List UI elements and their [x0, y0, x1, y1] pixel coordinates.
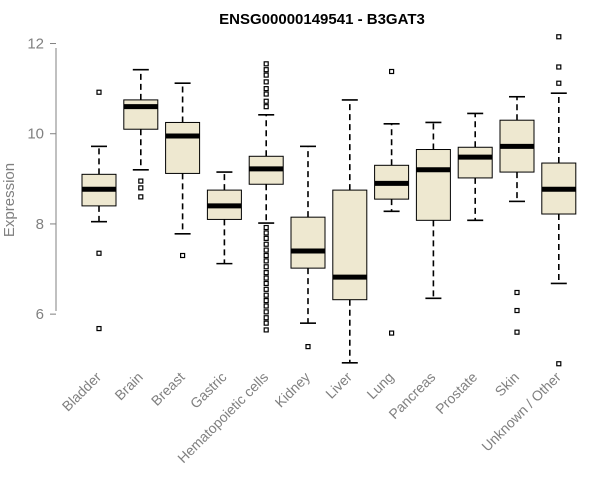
x-tick-label-6: Liver — [322, 369, 355, 402]
x-tick-label-9: Prostate — [432, 369, 480, 417]
box-group-5 — [290, 145, 326, 350]
box-group-3 — [206, 171, 242, 265]
outlier-point — [263, 72, 269, 78]
outlier-point — [389, 330, 395, 336]
outlier-point — [138, 194, 144, 200]
outlier-point — [138, 178, 144, 184]
outlier-point — [263, 252, 269, 259]
outlier-point — [138, 185, 144, 191]
outlier-point — [305, 344, 311, 350]
chart-title: ENSG00000149541 - B3GAT3 — [219, 11, 425, 28]
outlier-point — [514, 307, 520, 314]
outlier-point — [556, 64, 562, 70]
outlier-point — [96, 89, 102, 95]
outlier-point — [263, 298, 269, 304]
outlier-point — [263, 86, 269, 92]
box — [332, 189, 368, 301]
box-group-9 — [457, 112, 493, 222]
outlier-point — [556, 361, 562, 367]
outlier-point — [263, 270, 269, 276]
box-group-2 — [165, 82, 201, 259]
outlier-point — [263, 292, 269, 298]
outlier-point — [514, 289, 520, 296]
outlier-point — [263, 79, 269, 85]
outlier-point — [263, 258, 269, 264]
box — [415, 149, 451, 221]
box-group-1 — [123, 68, 159, 200]
box-group-7 — [374, 68, 410, 336]
box-group-0 — [81, 89, 117, 332]
outlier-point — [263, 264, 269, 270]
x-tick-label-1: Brain — [111, 369, 145, 403]
y-tick-label-0: 6 — [36, 306, 44, 323]
box — [290, 216, 326, 269]
outlier-point — [96, 325, 102, 332]
box-group-6 — [332, 99, 368, 364]
outlier-point — [263, 98, 269, 104]
x-tick-label-5: Kidney — [272, 369, 314, 411]
outlier-point — [263, 91, 269, 97]
outlier-point — [263, 327, 269, 333]
outlier-point — [263, 247, 269, 253]
outlier-point — [556, 34, 562, 40]
y-tick-label-1: 8 — [36, 216, 44, 233]
outlier-point — [263, 320, 269, 326]
box-series — [81, 34, 577, 367]
box-group-11 — [541, 34, 577, 367]
outlier-point — [263, 315, 269, 321]
outlier-point — [556, 80, 562, 86]
box — [457, 146, 493, 179]
outlier-point — [263, 235, 269, 241]
outlier-point — [263, 230, 269, 236]
outlier-point — [514, 329, 520, 335]
outlier-point — [263, 309, 269, 315]
y-tick-label-3: 12 — [27, 36, 44, 53]
y-tick-label-2: 10 — [27, 126, 44, 143]
outlier-point — [263, 61, 269, 67]
outlier-point — [180, 252, 186, 259]
y-axis-label: Expression — [1, 163, 18, 237]
outlier-point — [263, 303, 269, 309]
box-group-4 — [248, 61, 284, 333]
box-group-8 — [415, 121, 451, 300]
outlier-point — [263, 67, 269, 73]
x-tick-label-2: Breast — [148, 369, 188, 409]
y-axis-ticks: 6 8 10 12 — [27, 36, 56, 323]
box-group-10 — [499, 95, 535, 335]
outlier-point — [96, 250, 102, 256]
x-tick-label-7: Lung — [363, 369, 396, 402]
outlier-point — [263, 275, 269, 281]
outlier-point — [263, 241, 269, 247]
outlier-point — [263, 280, 269, 287]
x-tick-label-10: Skin — [492, 369, 523, 400]
outlier-point — [263, 224, 269, 231]
x-tick-label-11: Unknown / Other — [478, 369, 564, 455]
box — [165, 121, 201, 174]
outlier-point — [389, 68, 395, 75]
outlier-point — [263, 104, 269, 110]
outlier-point — [263, 286, 269, 292]
x-tick-label-0: Bladder — [59, 369, 105, 415]
